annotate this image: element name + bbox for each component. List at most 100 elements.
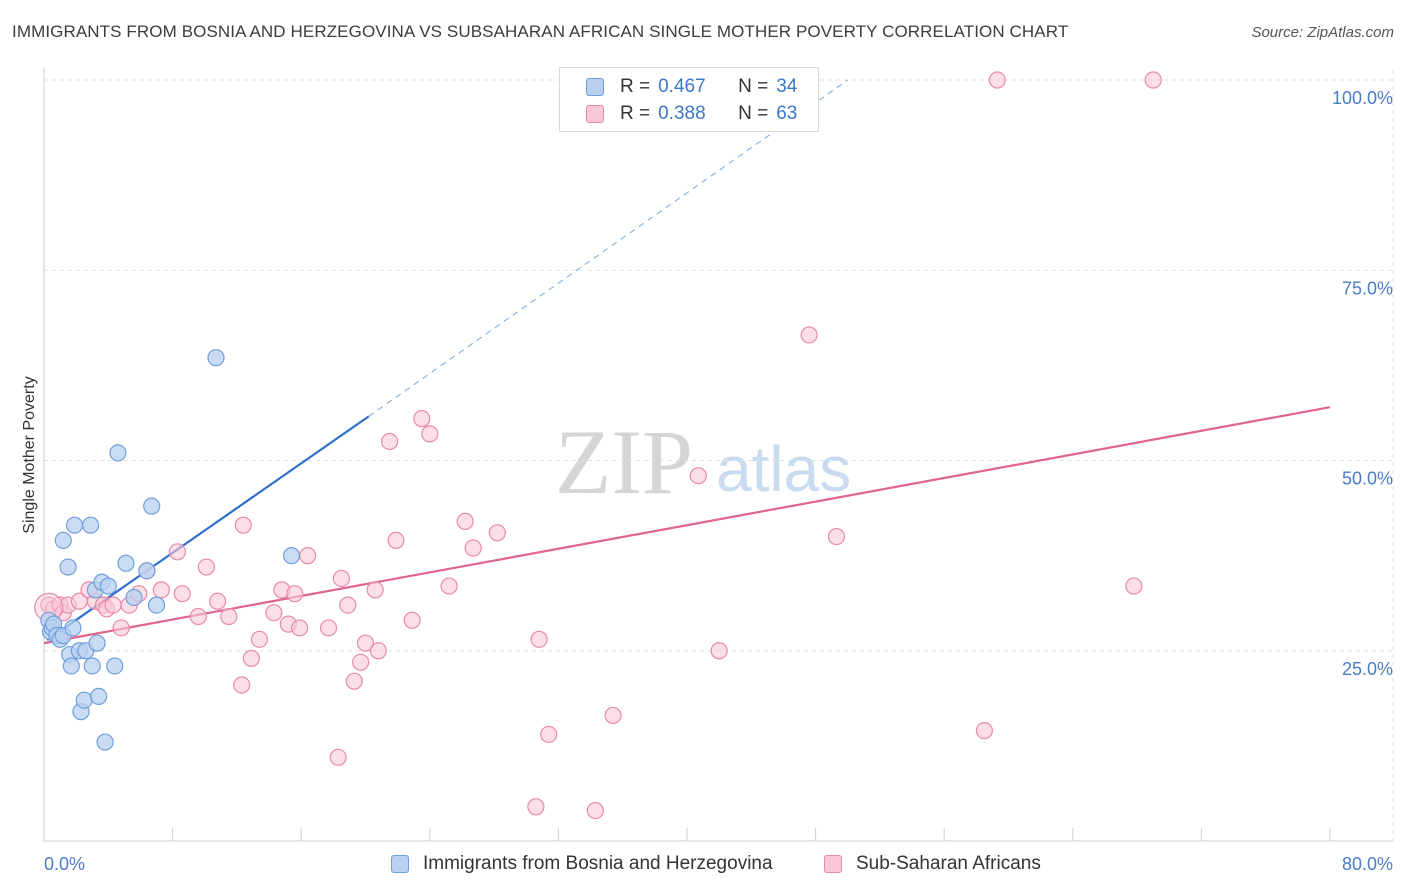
point-subsaharan (440, 577, 458, 595)
series-swatch-blue (391, 855, 409, 873)
point-subsaharan (152, 581, 170, 599)
point-subsaharan (586, 801, 604, 820)
source-credit: Source: ZipAtlas.com (1251, 24, 1394, 41)
point-subsaharan (530, 630, 548, 648)
point-bosnia (62, 657, 80, 675)
series-label-subsaharan: Sub-Saharan Africans (856, 853, 1041, 874)
point-subsaharan (356, 634, 375, 652)
point-bosnia (109, 444, 127, 462)
point-bosnia (88, 634, 106, 652)
point-bosnia (99, 577, 117, 595)
point-subsaharan (112, 619, 130, 637)
legend-n-value: 63 (776, 103, 798, 124)
point-subsaharan (421, 425, 439, 443)
point-bosnia (65, 516, 84, 534)
point-subsaharan (604, 706, 622, 725)
point-bosnia (143, 497, 161, 515)
point-subsaharan (209, 592, 227, 610)
point-subsaharan (710, 642, 728, 660)
point-bosnia (90, 687, 108, 706)
tick-labels: 25.0% 50.0% 75.0% 100.0% 0.0% 80.0% (44, 88, 1393, 874)
series-swatch-pink (824, 855, 842, 873)
point-subsaharan (104, 596, 122, 614)
point-subsaharan (413, 410, 431, 428)
point-subsaharan (527, 798, 545, 816)
watermark-zip: ZIP (555, 411, 693, 513)
point-subsaharan (540, 725, 558, 744)
point-bosnia (147, 596, 166, 614)
point-subsaharan (366, 581, 384, 599)
point-subsaharan (329, 748, 347, 766)
point-bosnia (96, 733, 114, 751)
point-subsaharan (242, 649, 260, 667)
point-subsaharan (233, 676, 251, 694)
legend-row-subsaharan: R = 0.388 N = 63 (586, 102, 797, 126)
point-subsaharan (286, 585, 304, 603)
point-subsaharan (975, 722, 993, 740)
point-subsaharan (345, 672, 363, 690)
point-subsaharan (265, 604, 283, 622)
legend-r-value: 0.467 (658, 76, 706, 97)
point-bosnia (75, 691, 93, 709)
series-legend-bosnia: Immigrants from Bosnia and Herzegovina (391, 852, 773, 876)
point-bosnia (54, 531, 72, 550)
legend-n-value: 34 (776, 76, 798, 97)
y-tick-label: 75.0% (1342, 278, 1393, 298)
point-bosnia (138, 562, 156, 580)
point-subsaharan (189, 607, 207, 626)
legend-r-value: 0.388 (658, 103, 706, 124)
watermark-atlas: atlas (716, 433, 851, 505)
point-subsaharan (988, 71, 1006, 89)
legend-swatch-blue (586, 78, 604, 96)
point-subsaharan (403, 611, 421, 629)
y-axis-label: Single Mother Poverty (21, 376, 38, 533)
trendline-subsaharan (43, 406, 1331, 645)
point-subsaharan (456, 512, 474, 530)
chart-title: IMMIGRANTS FROM BOSNIA AND HERZEGOVINA V… (12, 22, 1069, 41)
data-points (34, 71, 1162, 820)
series-label-bosnia: Immigrants from Bosnia and Herzegovina (423, 853, 773, 874)
point-subsaharan (168, 543, 187, 561)
y-tick-label: 25.0% (1342, 659, 1393, 679)
y-tick-label: 50.0% (1342, 469, 1393, 489)
legend-r-label: R = (620, 103, 651, 124)
legend-n-label: N = (738, 103, 769, 124)
point-subsaharan (369, 642, 387, 660)
series-legend-subsaharan: Sub-Saharan Africans (824, 852, 1041, 876)
point-bosnia (83, 657, 101, 675)
point-subsaharan (827, 527, 846, 546)
point-bosnia (64, 619, 82, 637)
point-subsaharan (381, 432, 399, 451)
point-bosnia (125, 588, 143, 607)
legend-n-label: N = (738, 76, 769, 97)
correlation-legend: R = 0.467 N = 34 R = 0.388 N = 63 (559, 67, 819, 132)
axes (43, 68, 1393, 842)
point-subsaharan (234, 516, 252, 534)
point-subsaharan (173, 585, 191, 603)
legend-r-label: R = (620, 76, 651, 97)
legend-swatch-pink (586, 105, 604, 123)
point-subsaharan (464, 539, 482, 557)
point-subsaharan (387, 531, 405, 550)
point-subsaharan (1144, 71, 1162, 89)
point-subsaharan (250, 630, 269, 648)
point-subsaharan (339, 596, 357, 614)
point-bosnia (282, 547, 301, 565)
x-tick-label: 0.0% (44, 854, 85, 874)
point-subsaharan (689, 467, 707, 485)
point-subsaharan (1125, 577, 1143, 595)
point-bosnia (82, 516, 100, 534)
point-subsaharan (352, 653, 370, 671)
point-bosnia (59, 558, 77, 576)
point-subsaharan (488, 524, 506, 542)
trendline-bosnia-extension (368, 79, 849, 417)
trendlines (43, 79, 1331, 645)
point-subsaharan (290, 619, 309, 637)
point-subsaharan (299, 547, 317, 565)
point-subsaharan (800, 326, 818, 344)
legend-row-bosnia: R = 0.467 N = 34 (586, 75, 797, 99)
point-bosnia (207, 349, 225, 367)
point-subsaharan (220, 607, 238, 626)
point-subsaharan (197, 558, 215, 576)
